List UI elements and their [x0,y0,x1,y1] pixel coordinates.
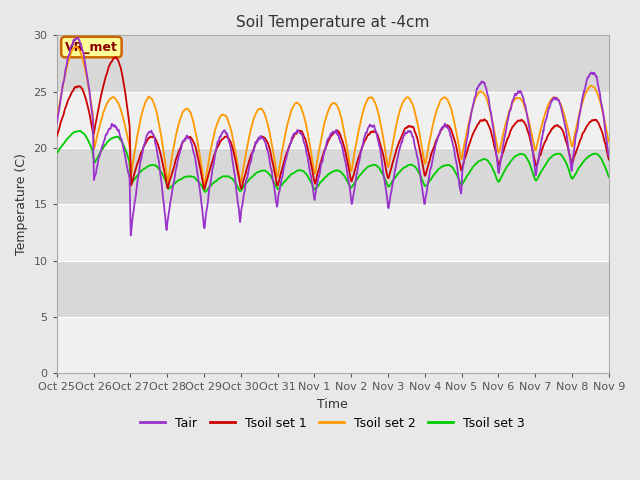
Title: Soil Temperature at -4cm: Soil Temperature at -4cm [236,15,429,30]
Bar [57,204,609,261]
Y-axis label: Temperature (C): Temperature (C) [15,154,28,255]
X-axis label: Time: Time [317,398,348,411]
Bar [57,317,609,373]
Legend: Tair, Tsoil set 1, Tsoil set 2, Tsoil set 3: Tair, Tsoil set 1, Tsoil set 2, Tsoil se… [136,412,530,435]
Bar [57,92,609,148]
Text: VR_met: VR_met [65,40,118,54]
